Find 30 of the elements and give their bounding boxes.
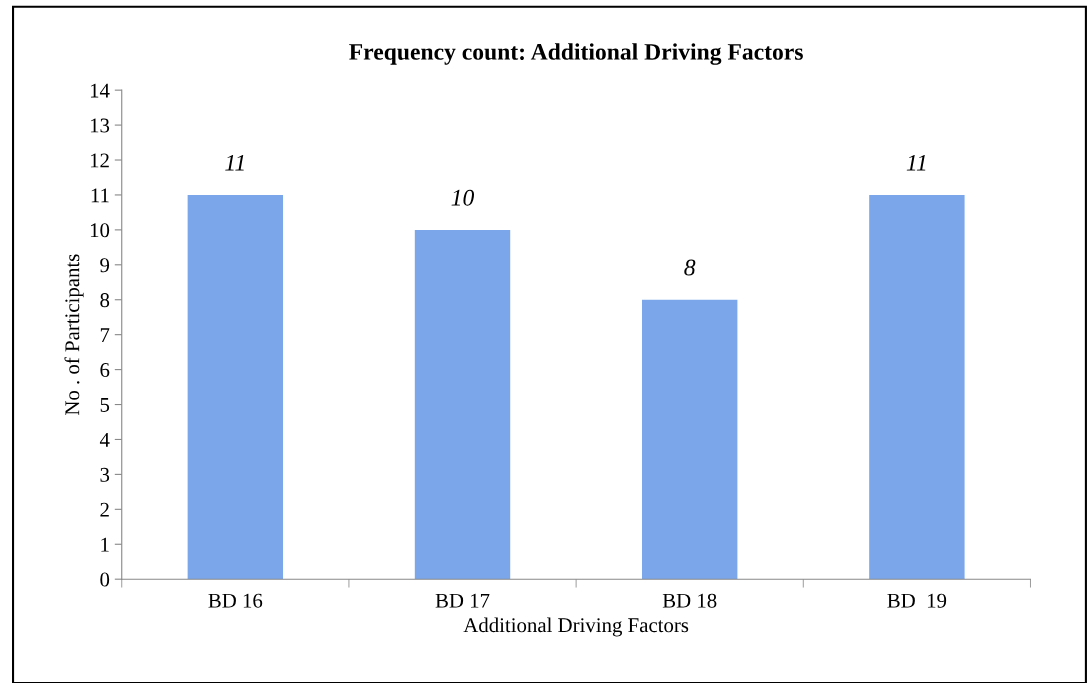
y-tick-label: 7 xyxy=(100,328,110,342)
y-axis-title: No . of Participants xyxy=(64,254,84,416)
y-tick-label: 4 xyxy=(99,432,110,447)
y-tick-label: 12 xyxy=(90,153,109,168)
y-tick-label: 3 xyxy=(100,467,110,482)
y-tick-label: 2 xyxy=(100,502,109,517)
y-tick-label: 0 xyxy=(100,572,110,587)
data-label: 10 xyxy=(451,189,475,206)
y-tick-label: 9 xyxy=(100,258,110,273)
y-tick-label: 1 xyxy=(101,537,109,552)
bar xyxy=(641,299,738,580)
y-tick-label: 11 xyxy=(91,188,109,203)
y-tick-label: 13 xyxy=(90,118,110,133)
x-tick-label: BD 18 xyxy=(662,593,717,608)
y-tick-label: 14 xyxy=(90,83,110,98)
x-tick-label: BD 17 xyxy=(435,593,490,608)
y-tick-label: 5 xyxy=(100,398,110,412)
x-tick-label: BD 16 xyxy=(208,593,263,608)
data-label: 8 xyxy=(684,259,696,276)
chart-title: Frequency count: Additional Driving Factors xyxy=(349,43,803,65)
data-label: 11 xyxy=(906,154,926,171)
x-axis-title: Additional Driving Factors xyxy=(463,617,689,637)
data-label: 11 xyxy=(225,154,244,171)
bar xyxy=(869,194,965,580)
bar xyxy=(187,194,284,580)
y-tick-label: 8 xyxy=(100,293,110,308)
y-tick-label: 6 xyxy=(100,363,110,378)
x-tick-label: BD 19 xyxy=(887,593,947,608)
y-tick-label: 10 xyxy=(90,223,110,238)
bar xyxy=(414,229,511,580)
